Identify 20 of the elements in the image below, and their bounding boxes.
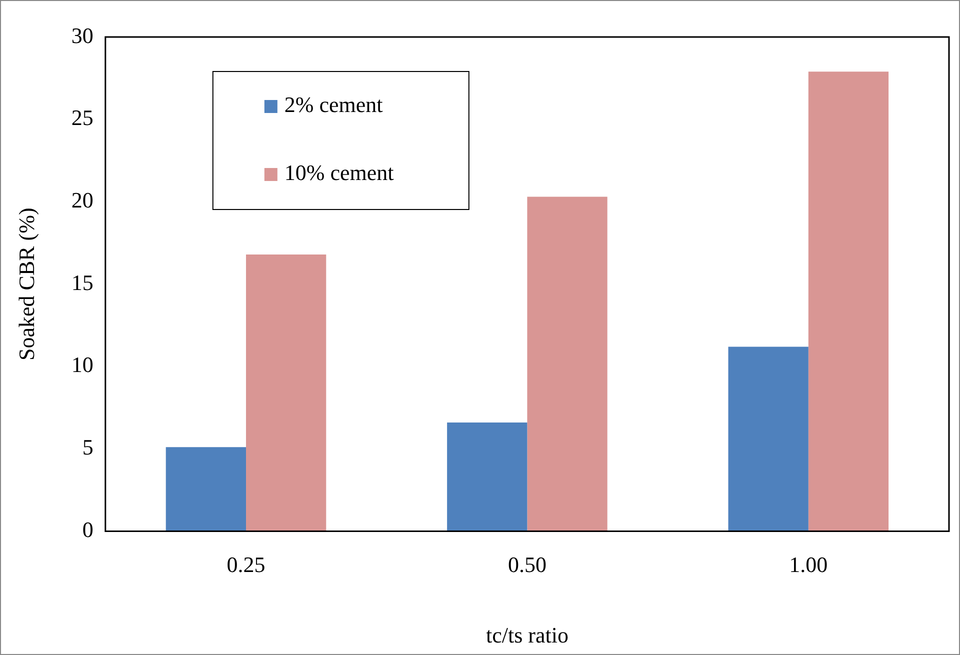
x-axis-title: tc/ts ratio [486,622,568,648]
y-tick-label: 30 [71,22,94,48]
y-tick-label: 5 [82,434,94,460]
bar [808,72,889,532]
legend-label: 10% cement [284,160,394,185]
bar [447,422,528,532]
bar [527,196,608,532]
bar [166,447,246,532]
y-tick-label: 25 [71,105,94,130]
x-tick-label: 0.50 [508,552,546,578]
x-tick-label: 1.00 [789,552,828,578]
bar [728,346,808,532]
y-tick-label: 20 [71,188,94,213]
y-tick-label: 10 [71,352,94,378]
y-axis-title: Soaked CBR (%) [14,208,39,360]
bar [246,254,326,532]
y-tick-label: 0 [82,516,94,542]
x-tick-label: 0.25 [226,552,266,578]
legend-label: 2% cement [284,92,383,117]
y-tick-label: 15 [71,270,94,295]
